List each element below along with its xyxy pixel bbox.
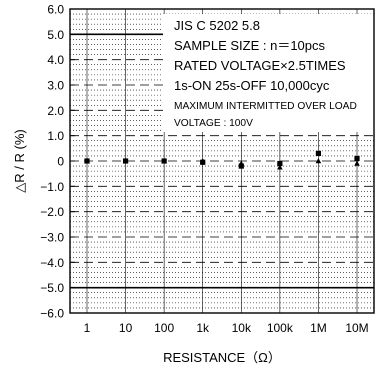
- data-point-square: [315, 150, 322, 156]
- annotation-line: JIS C 5202 5.8: [174, 18, 260, 33]
- data-point-triangle: [315, 158, 322, 164]
- y-tick-label: −4.0: [40, 256, 64, 270]
- x-tick-label: 10: [119, 321, 133, 335]
- x-tick-label: 100: [154, 321, 174, 335]
- data-point-triangle: [238, 160, 245, 166]
- data-point-triangle: [84, 158, 90, 164]
- data-point-triangle: [161, 158, 167, 164]
- annotation-line: MAXIMUM INTERMITTED OVER LOAD: [174, 101, 357, 112]
- annotation-line: 1s-ON 25s-OFF 10,000cyc: [174, 78, 330, 93]
- data-point-triangle: [354, 160, 360, 166]
- x-tick-label: 1M: [310, 321, 327, 335]
- y-tick-label: −3.0: [40, 231, 64, 245]
- x-tick-label: 10M: [345, 321, 368, 335]
- x-tick-labels: 1 10 100 1k 10k 100k 1M 10M: [84, 321, 369, 335]
- annotation-box: [163, 14, 374, 132]
- y-tick-label: −2.0: [40, 205, 64, 219]
- y-tick-label: 1.0: [47, 129, 64, 143]
- annotation-line: SAMPLE SIZE : n＝10pcs: [174, 38, 326, 53]
- y-tick-label: 2.0: [47, 104, 64, 118]
- y-tick-label: 4.0: [47, 53, 64, 67]
- y-tick-label: 6.0: [47, 3, 64, 17]
- data-point-triangle: [199, 158, 206, 164]
- annotation-text: JIS C 5202 5.8 SAMPLE SIZE : n＝10pcs RATED…: [174, 18, 357, 129]
- y-tick-label: −5.0: [40, 281, 64, 295]
- x-tick-label: 100k: [267, 321, 294, 335]
- data-point-square: [238, 163, 244, 169]
- x-tick-label: 1: [84, 321, 91, 335]
- annotation-line: RATED VOLTAGE×2.5TIMES: [174, 58, 346, 73]
- y-tick-label: 3.0: [47, 79, 64, 93]
- data-point-square: [354, 155, 360, 162]
- y-axis-label: △R / R (%): [12, 129, 27, 192]
- data-points: [84, 150, 360, 170]
- data-point-square: [277, 160, 283, 167]
- x-tick-label: 1k: [196, 321, 210, 335]
- annotation-line: VOLTAGE : 100V: [174, 118, 253, 129]
- x-axis-label: RESISTANCE（Ω）: [163, 350, 281, 365]
- y-tick-label: 0: [57, 155, 64, 169]
- y-tick-label: −6.0: [40, 307, 64, 321]
- y-tick-labels: 6.0 5.0 4.0 3.0 2.0 1.0 0 −1.0 −2.0 −3.0 −4.0 −5.0 −…: [40, 3, 75, 321]
- y-tick-label: 5.0: [47, 28, 64, 42]
- x-tick-label: 10k: [232, 321, 252, 335]
- data-point-triangle: [277, 164, 283, 170]
- y-tick-label: −1.0: [40, 180, 64, 194]
- data-point-triangle: [122, 158, 129, 164]
